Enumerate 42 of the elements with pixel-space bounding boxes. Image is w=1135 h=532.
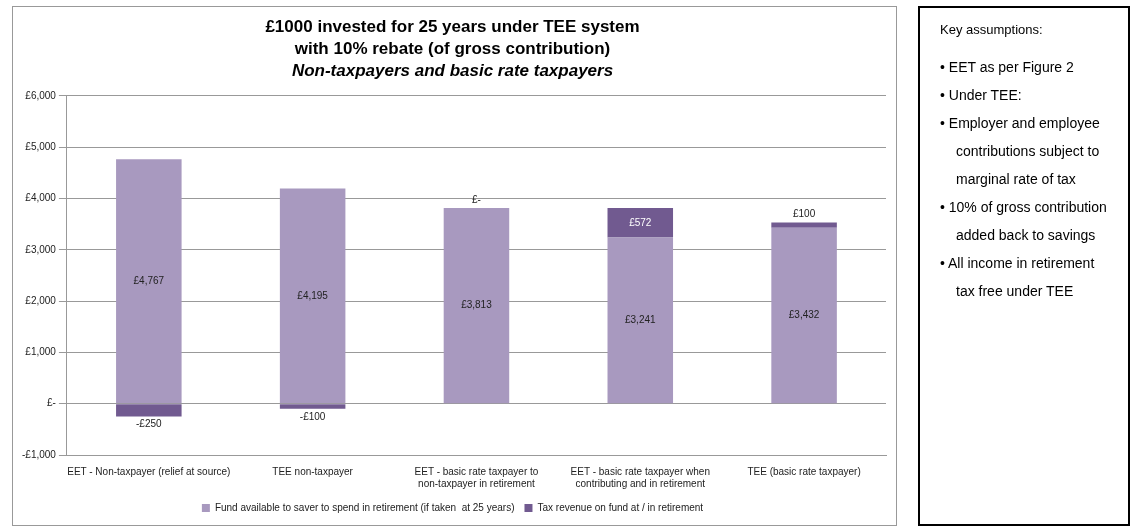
x-tick-label: EET - basic rate taxpayer to non-taxpayer in retirement bbox=[414, 465, 539, 489]
text: Key assumptions: bbox=[940, 22, 1044, 37]
data-label: £- bbox=[472, 193, 481, 205]
bar bbox=[116, 404, 182, 417]
y-tick-label: -£1,000 bbox=[21, 448, 57, 460]
data-label: £4,767 bbox=[133, 274, 165, 286]
bar bbox=[771, 222, 837, 228]
bar bbox=[607, 237, 674, 404]
data-label: £3,432 bbox=[788, 309, 820, 321]
bar bbox=[771, 227, 837, 404]
data-label: £572 bbox=[629, 216, 652, 228]
y-tick-label: £6,000 bbox=[25, 89, 57, 101]
data-label: £100 bbox=[792, 208, 816, 220]
y-tick-label: £4,000 bbox=[25, 192, 57, 204]
text: • All income in retirement tax free under TEE bbox=[940, 254, 1096, 301]
y-tick-label: £- bbox=[47, 397, 56, 409]
chart-subtitle: Non-taxpayers and basic rate taxpayers bbox=[291, 61, 614, 81]
data-label: -£100 bbox=[299, 410, 326, 422]
text: • Employer and employee contributions subject to marginal rate of tax bbox=[940, 114, 1101, 189]
x-tick-label: TEE non-taxpayer bbox=[272, 465, 354, 477]
x-tick-label: TEE (basic rate taxpayer) bbox=[747, 465, 861, 477]
x-tick-label: EET - basic rate taxpayer when contributing and in retirement bbox=[570, 465, 710, 489]
text: • 10% of gross contribution added back to savings bbox=[940, 198, 1108, 245]
data-label: £3,241 bbox=[624, 314, 656, 326]
bar bbox=[279, 188, 346, 404]
data-label: -£250 bbox=[136, 418, 163, 430]
legend-label: Tax revenue on fund at / in retirement bbox=[537, 501, 704, 513]
y-tick-label: £3,000 bbox=[25, 243, 57, 255]
x-tick-label: EET - Non-taxpayer (relief at source) bbox=[67, 465, 231, 477]
data-label: £3,813 bbox=[461, 299, 493, 311]
y-tick-label: £5,000 bbox=[25, 140, 57, 152]
text: • EET as per Figure 2 bbox=[940, 58, 1075, 77]
y-tick-label: £2,000 bbox=[25, 294, 57, 306]
legend-label: Fund available to saver to spend in retirement (if taken at 25 years) bbox=[214, 501, 515, 513]
bar bbox=[607, 208, 674, 238]
bar bbox=[116, 159, 182, 404]
text: • Under TEE: bbox=[940, 86, 1023, 105]
y-tick-label: £1,000 bbox=[25, 346, 57, 358]
data-label: £4,195 bbox=[297, 289, 329, 301]
bar bbox=[279, 404, 346, 409]
bar bbox=[443, 208, 510, 404]
chart-title: £1000 invested for 25 years under TEE system with 10% rebate (of gross contribution) bbox=[265, 17, 640, 58]
